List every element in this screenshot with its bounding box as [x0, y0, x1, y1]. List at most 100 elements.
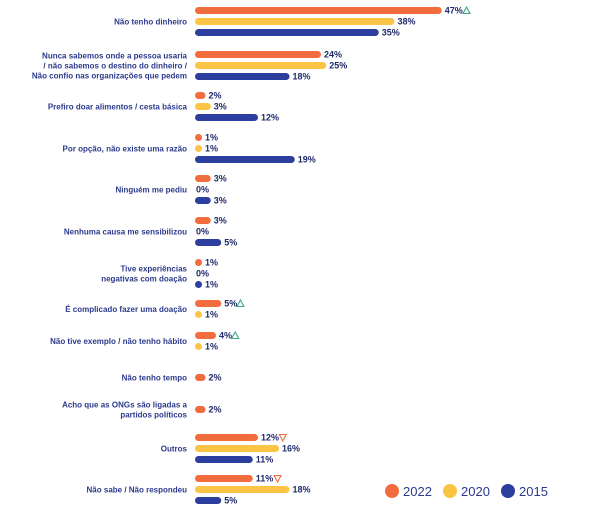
value-label: 24%	[324, 50, 342, 60]
bar	[195, 175, 211, 182]
category-label: Outros	[161, 445, 188, 454]
value-label: 1%	[205, 258, 218, 268]
bar	[195, 62, 327, 69]
category-label-line: Outros	[161, 445, 188, 454]
value-label: 1%	[205, 342, 218, 352]
value-label: 5%	[224, 238, 237, 248]
value-label: 1%	[205, 133, 218, 143]
value-label: 1%	[205, 280, 218, 290]
value-label: 38%	[398, 17, 416, 27]
bar	[195, 92, 206, 99]
value-label: 12%	[261, 433, 279, 443]
bar-dot	[195, 145, 202, 152]
bar	[195, 406, 206, 413]
legend-label: 2020	[461, 484, 490, 499]
category-label: Acho que as ONGs são ligadas a partidos p…	[62, 401, 187, 420]
value-label: 11%	[256, 455, 274, 465]
value-label: 18%	[293, 72, 311, 82]
value-label: 1%	[205, 310, 218, 320]
decrease-marker	[278, 433, 288, 443]
value-label: 3%	[214, 196, 227, 206]
bar-dot	[195, 134, 202, 141]
value-label: 12%	[261, 113, 279, 123]
bar	[195, 51, 321, 58]
category-label: Prefiro doar alimentos / cesta básica	[48, 103, 188, 112]
bar	[195, 434, 258, 441]
bar-dot	[195, 259, 202, 266]
increase-marker	[230, 330, 240, 340]
bar	[195, 18, 395, 25]
category-label-line: Não tive exemplo / não tenho hábito	[50, 337, 187, 346]
category-label-line: Nenhuma causa me sensibilizou	[64, 228, 187, 237]
value-label: 25%	[329, 61, 347, 71]
value-label: 0%	[196, 269, 209, 279]
value-label: 2%	[209, 91, 222, 101]
value-label: 1%	[205, 144, 218, 154]
category-label-line: Não sabe / Não respondeu	[87, 486, 188, 495]
value-label: 35%	[382, 28, 400, 38]
category-label-line: Não confio nas organizações que pedem	[32, 72, 187, 81]
bar	[195, 374, 206, 381]
value-label: 4%	[219, 331, 232, 341]
category-label-line: Ninguém me pediu	[115, 186, 187, 195]
category-label-line: Não tenho tempo	[122, 374, 187, 383]
bar	[195, 103, 211, 110]
category-label-line: partidos políticos	[120, 411, 187, 420]
value-label: 16%	[282, 444, 300, 454]
legend-swatch	[443, 484, 457, 498]
decrease-marker	[273, 474, 282, 484]
value-label: 2%	[209, 373, 222, 383]
category-label-line: negativas com doação	[101, 275, 187, 284]
value-label: 18%	[293, 485, 311, 495]
value-label: 3%	[214, 174, 227, 184]
value-label: 5%	[224, 496, 237, 506]
legend-label: 2015	[519, 484, 548, 499]
bar	[195, 7, 442, 14]
value-label: 0%	[196, 227, 209, 237]
increase-marker	[462, 5, 471, 15]
bar-dot	[195, 281, 202, 288]
category-label: Nunca sabemos onde a pessoa usaria / não …	[32, 52, 188, 81]
category-label: Não tenho tempo	[122, 374, 187, 383]
bar	[195, 332, 216, 339]
category-label-line: / não sabemos o destino do dinheiro /	[43, 62, 187, 71]
value-label: 47%	[445, 6, 463, 16]
value-label: 19%	[298, 155, 316, 165]
bar	[195, 114, 258, 121]
category-label-line: Nunca sabemos onde a pessoa usaria	[42, 52, 187, 61]
legend-swatch	[385, 484, 399, 498]
value-label: 5%	[224, 299, 237, 309]
bar	[195, 300, 222, 307]
category-label-line: É complicado fazer uma doação	[65, 305, 187, 314]
legend-swatch	[501, 484, 515, 498]
increase-marker	[236, 298, 245, 308]
bar	[195, 156, 295, 163]
bar	[195, 497, 222, 504]
category-label: Não tive exemplo / não tenho hábito	[50, 337, 187, 346]
category-label-line: Acho que as ONGs são ligadas a	[62, 401, 187, 410]
category-label-line: Prefiro doar alimentos / cesta básica	[48, 103, 188, 112]
legend-label: 2022	[403, 484, 432, 499]
value-label: 2%	[209, 405, 222, 415]
bar	[195, 197, 211, 204]
bar	[195, 445, 279, 452]
bar	[195, 29, 379, 36]
bar	[195, 475, 253, 482]
category-label: Tive experiências negativas com doação	[101, 265, 187, 284]
category-label: Nenhuma causa me sensibilizou	[64, 228, 187, 237]
category-label: Não tenho dinheiro	[114, 18, 187, 27]
value-label: 11%	[256, 474, 274, 484]
category-label: Ninguém me pediu	[115, 186, 187, 195]
category-label: Por opção, não existe uma razão	[63, 145, 188, 154]
bar	[195, 456, 253, 463]
category-label: Não sabe / Não respondeu	[87, 486, 188, 495]
value-label: 0%	[196, 185, 209, 195]
bar	[195, 239, 222, 246]
bar	[195, 486, 290, 493]
category-label-line: Por opção, não existe uma razão	[63, 145, 188, 154]
bar-dot	[195, 311, 202, 318]
bar	[195, 217, 211, 224]
bar-dot	[195, 343, 202, 350]
category-label-line: Tive experiências	[120, 265, 187, 274]
